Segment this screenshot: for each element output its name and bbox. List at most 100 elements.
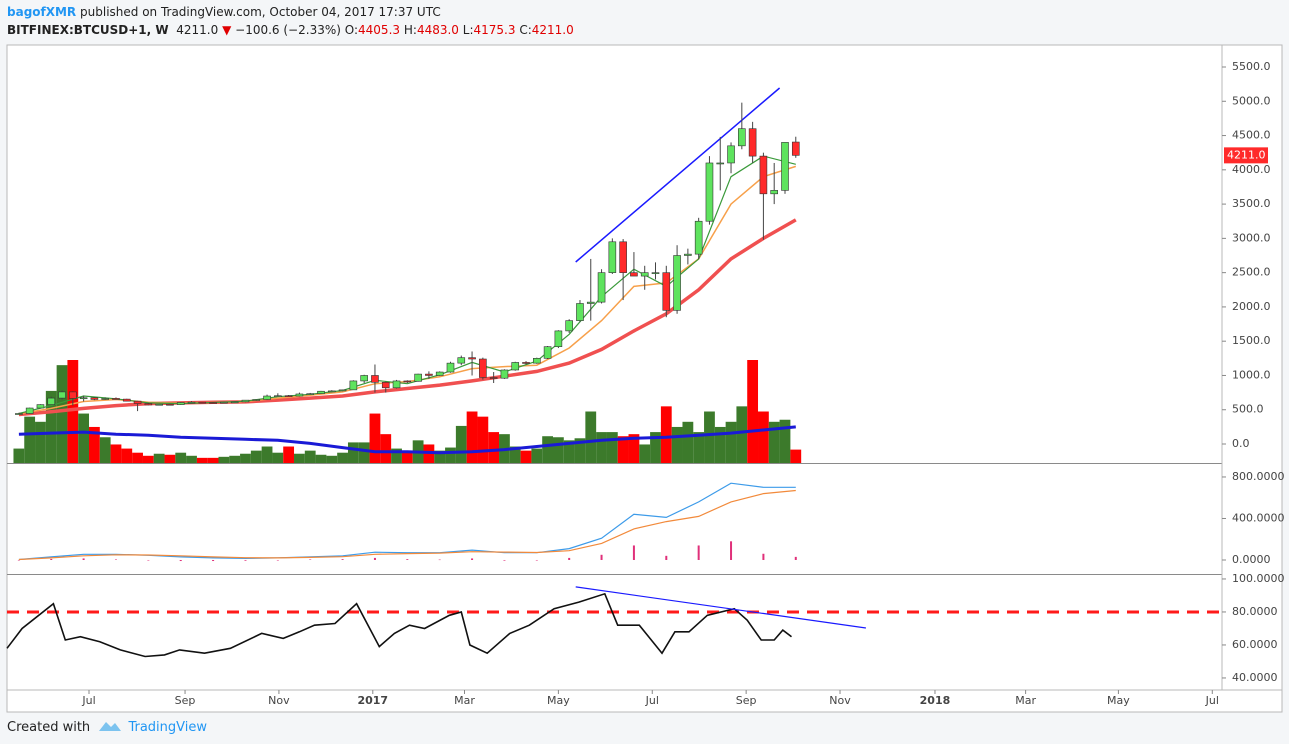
- price-label: 4211.0: [1227, 148, 1266, 161]
- volume-bar: [693, 432, 705, 463]
- candle-body: [457, 357, 466, 364]
- volume-bar: [552, 437, 564, 463]
- candle-body: [144, 403, 153, 406]
- candle-body: [90, 397, 99, 400]
- candle-body: [69, 391, 77, 399]
- candle-body: [619, 241, 627, 273]
- volume-ma: [18, 425, 796, 455]
- histogram-bar: [17, 559, 20, 561]
- candle-body: [662, 272, 671, 311]
- volume-bar: [207, 457, 219, 463]
- histogram-bar: [406, 559, 409, 560]
- candle-body: [79, 397, 88, 400]
- histogram-bar: [730, 541, 733, 560]
- volume-bar: [596, 432, 607, 463]
- y-tick-label: 80.0000: [1232, 605, 1278, 618]
- volume-bar: [153, 453, 165, 463]
- x-tick-label: May: [547, 694, 570, 707]
- x-tick-label: May: [1107, 694, 1130, 707]
- ohlc-value: 4175.3: [473, 23, 516, 37]
- volume-bar: [240, 453, 251, 463]
- histogram-bar: [244, 559, 247, 561]
- candle-body: [101, 398, 109, 400]
- volume-bar: [13, 448, 25, 463]
- histogram-bar: [276, 559, 279, 561]
- last-price: 4211.0: [176, 23, 219, 37]
- published: published on TradingView.com, October 04…: [80, 5, 441, 19]
- histogram-bar: [632, 545, 635, 560]
- header-line: BITFINEX:BTCUSD+1, W 4211.0 ▼ −100.6 (−2…: [7, 21, 574, 39]
- histogram-bar: [438, 559, 441, 561]
- candle-body: [694, 220, 703, 255]
- plot-frame: [6, 44, 1223, 691]
- volume-bar: [391, 448, 402, 463]
- histogram-bar: [50, 558, 53, 560]
- volume-bar: [24, 416, 36, 463]
- volume-bar: [704, 411, 715, 463]
- volume-bar: [56, 365, 68, 463]
- candle-body: [230, 401, 239, 404]
- y-tick-label: 0.0000: [1232, 553, 1271, 566]
- candle-body: [176, 402, 185, 405]
- candle-body: [209, 402, 217, 404]
- candle-body: [425, 373, 433, 376]
- volume-bar: [639, 444, 651, 463]
- histogram-bar: [179, 559, 182, 562]
- volume-bar: [682, 421, 694, 463]
- candle-body: [500, 369, 509, 379]
- candle-body: [651, 272, 660, 274]
- author[interactable]: bagofXMR: [7, 5, 77, 19]
- y-tick-label: 2500.0: [1232, 266, 1271, 279]
- volume-bar: [175, 452, 187, 463]
- volume-bar: [45, 390, 57, 463]
- candle-body: [187, 401, 196, 404]
- candle-body: [166, 403, 174, 406]
- brand[interactable]: TradingView: [128, 720, 207, 735]
- volume-bar: [531, 448, 543, 463]
- volume-bar: [758, 411, 769, 463]
- y-tick-label: 800.0000: [1232, 470, 1285, 483]
- candle-body: [489, 377, 498, 379]
- candle-body: [155, 403, 163, 406]
- volume-bar: [121, 448, 133, 463]
- y-tick-label: 4000.0: [1232, 163, 1271, 176]
- symbol: BITFINEX:BTCUSD+1, W: [7, 23, 169, 37]
- candle-body: [241, 399, 250, 403]
- volume-bar: [89, 426, 100, 463]
- volume-bar: [617, 436, 629, 463]
- volume-bar: [186, 455, 197, 463]
- volume-bar: [434, 450, 446, 463]
- candle-body: [543, 346, 552, 359]
- ohlc-value: 4483.0: [416, 23, 459, 37]
- y-tick-label: 40.0000: [1232, 671, 1278, 684]
- x-tick-label: Jul: [81, 694, 95, 707]
- volume-bar: [736, 406, 748, 463]
- volume-bar: [574, 438, 586, 463]
- volume-bar: [78, 413, 90, 463]
- ohlc: O:4405.3 H:4483.0 L:4175.3 C:4211.0: [345, 23, 574, 37]
- volume-bar: [261, 446, 273, 463]
- histogram-bar: [114, 559, 117, 560]
- header-line: bagofXMR published on TradingView.com, O…: [7, 3, 574, 21]
- candle-body: [284, 395, 293, 397]
- volume-bar: [650, 432, 661, 463]
- price-label-box: [1224, 147, 1268, 164]
- volume-bar: [509, 446, 521, 463]
- histogram-bar: [762, 553, 765, 560]
- y-tick-label: 4500.0: [1232, 129, 1271, 142]
- candle-body: [759, 155, 768, 195]
- histogram-bar: [147, 559, 150, 561]
- volume-bar: [369, 413, 381, 463]
- candle-body: [770, 190, 778, 195]
- candle-body: [327, 390, 336, 393]
- series-line: [6, 592, 792, 658]
- created-with: Created with: [7, 720, 91, 735]
- histogram-bar: [535, 559, 538, 561]
- candle-body: [748, 128, 757, 157]
- candle-body: [381, 382, 390, 389]
- x-tick-label: Mar: [1015, 694, 1036, 707]
- volume-bar: [294, 453, 305, 463]
- candle-body: [58, 391, 66, 399]
- candle-body: [597, 272, 606, 303]
